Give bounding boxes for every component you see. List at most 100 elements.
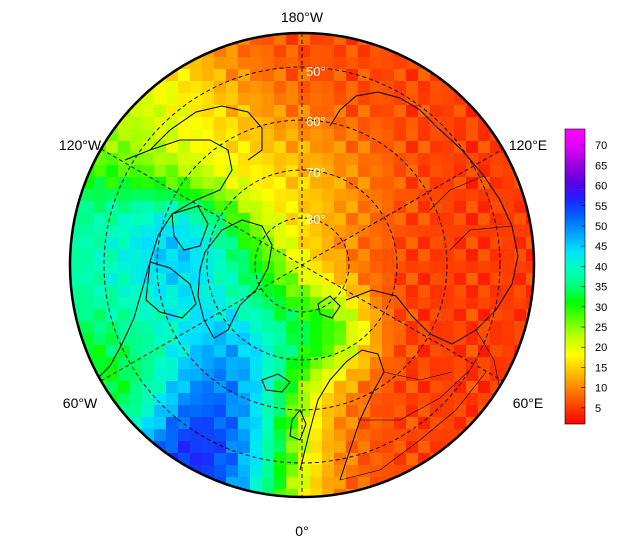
heat-cell	[298, 81, 311, 94]
heat-cell	[298, 129, 311, 142]
heat-cell	[106, 213, 119, 226]
heat-cell	[262, 417, 275, 430]
heat-cell	[154, 429, 167, 442]
heat-cell	[82, 369, 95, 382]
heat-cell	[478, 345, 491, 358]
heat-cell	[418, 177, 431, 190]
heat-cell	[322, 453, 335, 466]
heat-cell	[478, 297, 491, 310]
heat-cell	[106, 333, 119, 346]
heat-cell	[322, 489, 335, 497]
heat-cell	[178, 321, 191, 334]
heat-cell	[358, 249, 371, 262]
heat-cell	[298, 489, 311, 497]
heat-cell	[262, 249, 275, 262]
heat-cell	[106, 225, 119, 238]
heat-cell	[502, 297, 515, 310]
heat-cell	[430, 405, 443, 418]
heat-cell	[418, 321, 431, 334]
heat-cell	[178, 441, 191, 454]
heat-cell	[130, 309, 143, 322]
heat-cell	[166, 393, 179, 406]
heat-cell	[370, 225, 383, 238]
heat-cell	[310, 237, 323, 250]
heat-cell	[430, 177, 443, 190]
heat-cell	[478, 417, 491, 430]
heat-cell	[118, 309, 131, 322]
heat-cell	[442, 273, 455, 286]
heat-cell	[166, 369, 179, 382]
heat-cell	[394, 57, 407, 70]
heat-cell	[154, 105, 167, 118]
heat-cell	[382, 117, 395, 130]
heat-cell	[346, 153, 359, 166]
heat-cell	[382, 153, 395, 166]
heat-cell	[190, 81, 203, 94]
heat-cell	[310, 333, 323, 346]
heat-cell	[490, 261, 503, 274]
heat-cell	[406, 369, 419, 382]
heat-cell	[250, 441, 263, 454]
heat-cell	[166, 345, 179, 358]
heat-cell	[274, 93, 287, 106]
heat-cell	[478, 225, 491, 238]
alaska-coast	[149, 105, 263, 161]
heat-cell	[418, 393, 431, 406]
heat-cell	[454, 357, 467, 370]
heat-cell	[394, 237, 407, 250]
heat-cell	[322, 357, 335, 370]
heat-cell	[190, 165, 203, 178]
heat-cell	[238, 477, 251, 490]
heat-cell	[298, 405, 311, 418]
heat-cell	[178, 261, 191, 274]
heat-cell	[238, 297, 251, 310]
heat-cell	[142, 117, 155, 130]
heat-cell	[262, 381, 275, 394]
heat-cell	[226, 405, 239, 418]
heat-cell	[370, 393, 383, 406]
heat-cell	[154, 285, 167, 298]
heat-cell	[226, 357, 239, 370]
heat-cell	[166, 153, 179, 166]
heat-cell	[370, 261, 383, 274]
heat-cell	[322, 309, 335, 322]
heat-cell	[154, 453, 167, 466]
heat-cell	[214, 69, 227, 82]
heat-cell	[238, 225, 251, 238]
heat-cell	[250, 153, 263, 166]
heat-cell	[238, 81, 251, 94]
heat-cell	[94, 189, 107, 202]
heat-cell	[430, 249, 443, 262]
heat-cell	[106, 249, 119, 262]
heat-cell	[442, 453, 455, 466]
heat-cell	[118, 261, 131, 274]
heat-cell	[322, 249, 335, 262]
heat-cell	[286, 237, 299, 250]
heat-cell	[274, 129, 287, 142]
heat-cell	[466, 381, 479, 394]
heat-cell	[466, 405, 479, 418]
heat-cell	[442, 309, 455, 322]
heat-cell	[346, 261, 359, 274]
heat-cell	[118, 225, 131, 238]
heat-cell	[454, 321, 467, 334]
heat-cell	[334, 117, 347, 130]
heat-cell	[226, 81, 239, 94]
heat-cell	[274, 429, 287, 442]
heat-cell	[394, 129, 407, 142]
heat-cell	[322, 273, 335, 286]
heat-cell	[322, 369, 335, 382]
heat-cell	[250, 213, 263, 226]
heat-cell	[226, 369, 239, 382]
heat-cell	[190, 393, 203, 406]
heat-cell	[262, 105, 275, 118]
heat-cell	[286, 153, 299, 166]
heat-cell	[118, 393, 131, 406]
heat-cell	[346, 165, 359, 178]
heat-cell	[298, 57, 311, 70]
heat-cell	[190, 441, 203, 454]
heat-cell	[226, 429, 239, 442]
heat-cell	[274, 405, 287, 418]
heat-cell	[322, 189, 335, 202]
heat-cell	[238, 261, 251, 274]
